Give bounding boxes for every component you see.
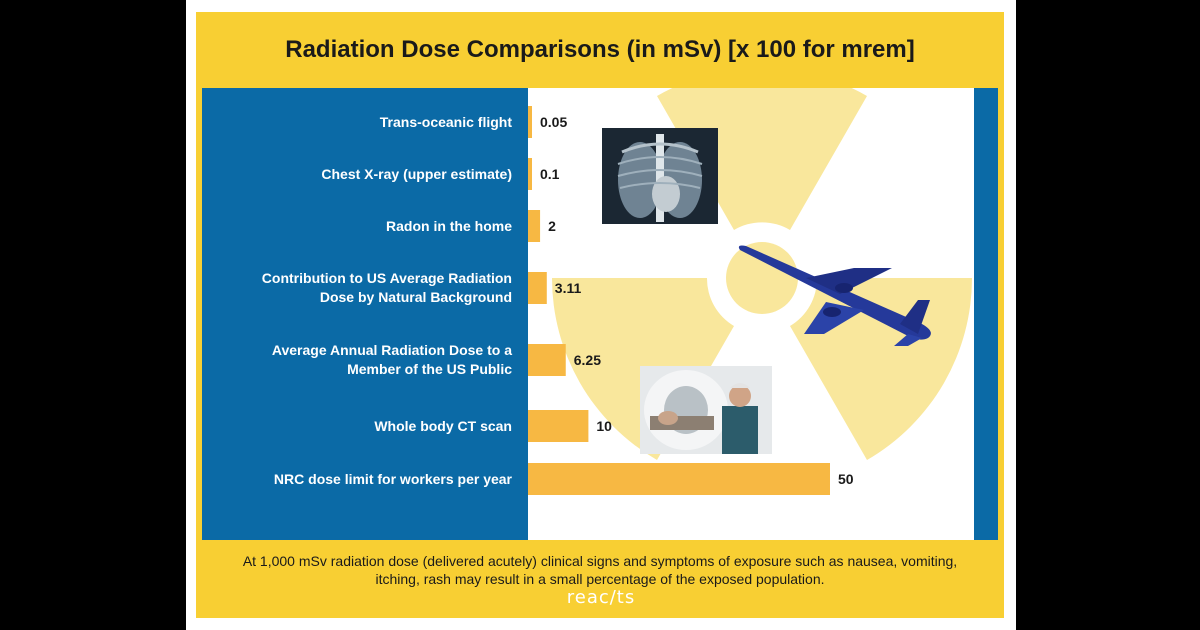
category-label-4: Average Annual Radiation Dose to a Member… (212, 341, 512, 379)
chart-title: Radiation Dose Comparisons (in mSv) [x 1… (285, 36, 915, 63)
reacts-logo: reac/ts (566, 587, 636, 608)
bar-value-label-2: 2 (548, 218, 556, 234)
label-panel: Trans-oceanic flight Chest X-ray (upper e… (202, 88, 528, 540)
bar-value-label-4: 6.25 (574, 352, 601, 368)
bar-4 (528, 344, 566, 376)
category-label-5: Whole body CT scan (212, 417, 512, 436)
category-label-line: Whole body CT scan (374, 417, 512, 434)
bars-layer: 0.05 0.1 2 3.11 6.25 10 50 (528, 106, 854, 495)
bar-value-label-0: 0.05 (540, 114, 567, 130)
bar-2 (528, 210, 541, 242)
bar-value-label-5: 10 (596, 418, 612, 434)
bar-0 (528, 106, 532, 138)
category-label-line: Trans-oceanic flight (379, 113, 512, 130)
category-label-0: Trans-oceanic flight (212, 113, 512, 132)
right-accent-strip (974, 88, 998, 540)
category-label-line: Member of the US Public (347, 361, 512, 377)
bar-3 (528, 272, 547, 304)
footnote: At 1,000 mSv radiation dose (delivered a… (242, 553, 958, 587)
category-label-line: Contribution to US Average Radiation (261, 270, 512, 286)
category-label-line: Radon in the home (386, 217, 512, 234)
bar-value-label-6: 50 (838, 471, 854, 487)
bar-5 (528, 410, 589, 442)
category-label-line: Average Annual Radiation Dose to a (271, 342, 512, 358)
category-label-6: NRC dose limit for workers per year (212, 470, 512, 489)
chest-xray-icon (602, 128, 718, 224)
bar-6 (528, 463, 830, 495)
bar-value-label-1: 0.1 (540, 166, 560, 182)
airplane-icon (732, 238, 942, 350)
bar-1 (528, 158, 532, 190)
category-label-line: NRC dose limit for workers per year (273, 470, 512, 487)
chart-panel: 0.05 0.1 2 3.11 6.25 10 50 Trans-oceanic fligh… (202, 88, 984, 540)
category-label-1: Chest X-ray (upper estimate) (212, 165, 512, 184)
category-label-3: Contribution to US Average Radiation Dose… (212, 269, 512, 307)
bar-value-label-3: 3.11 (555, 280, 582, 296)
infographic-frame: Radiation Dose Comparisons (in mSv) [x 1… (196, 12, 1004, 618)
ct-scanner-photo-icon (640, 366, 772, 454)
category-label-line: Dose by Natural Background (319, 289, 512, 305)
category-label-2: Radon in the home (212, 217, 512, 236)
category-label-line: Chest X-ray (upper estimate) (321, 165, 512, 182)
